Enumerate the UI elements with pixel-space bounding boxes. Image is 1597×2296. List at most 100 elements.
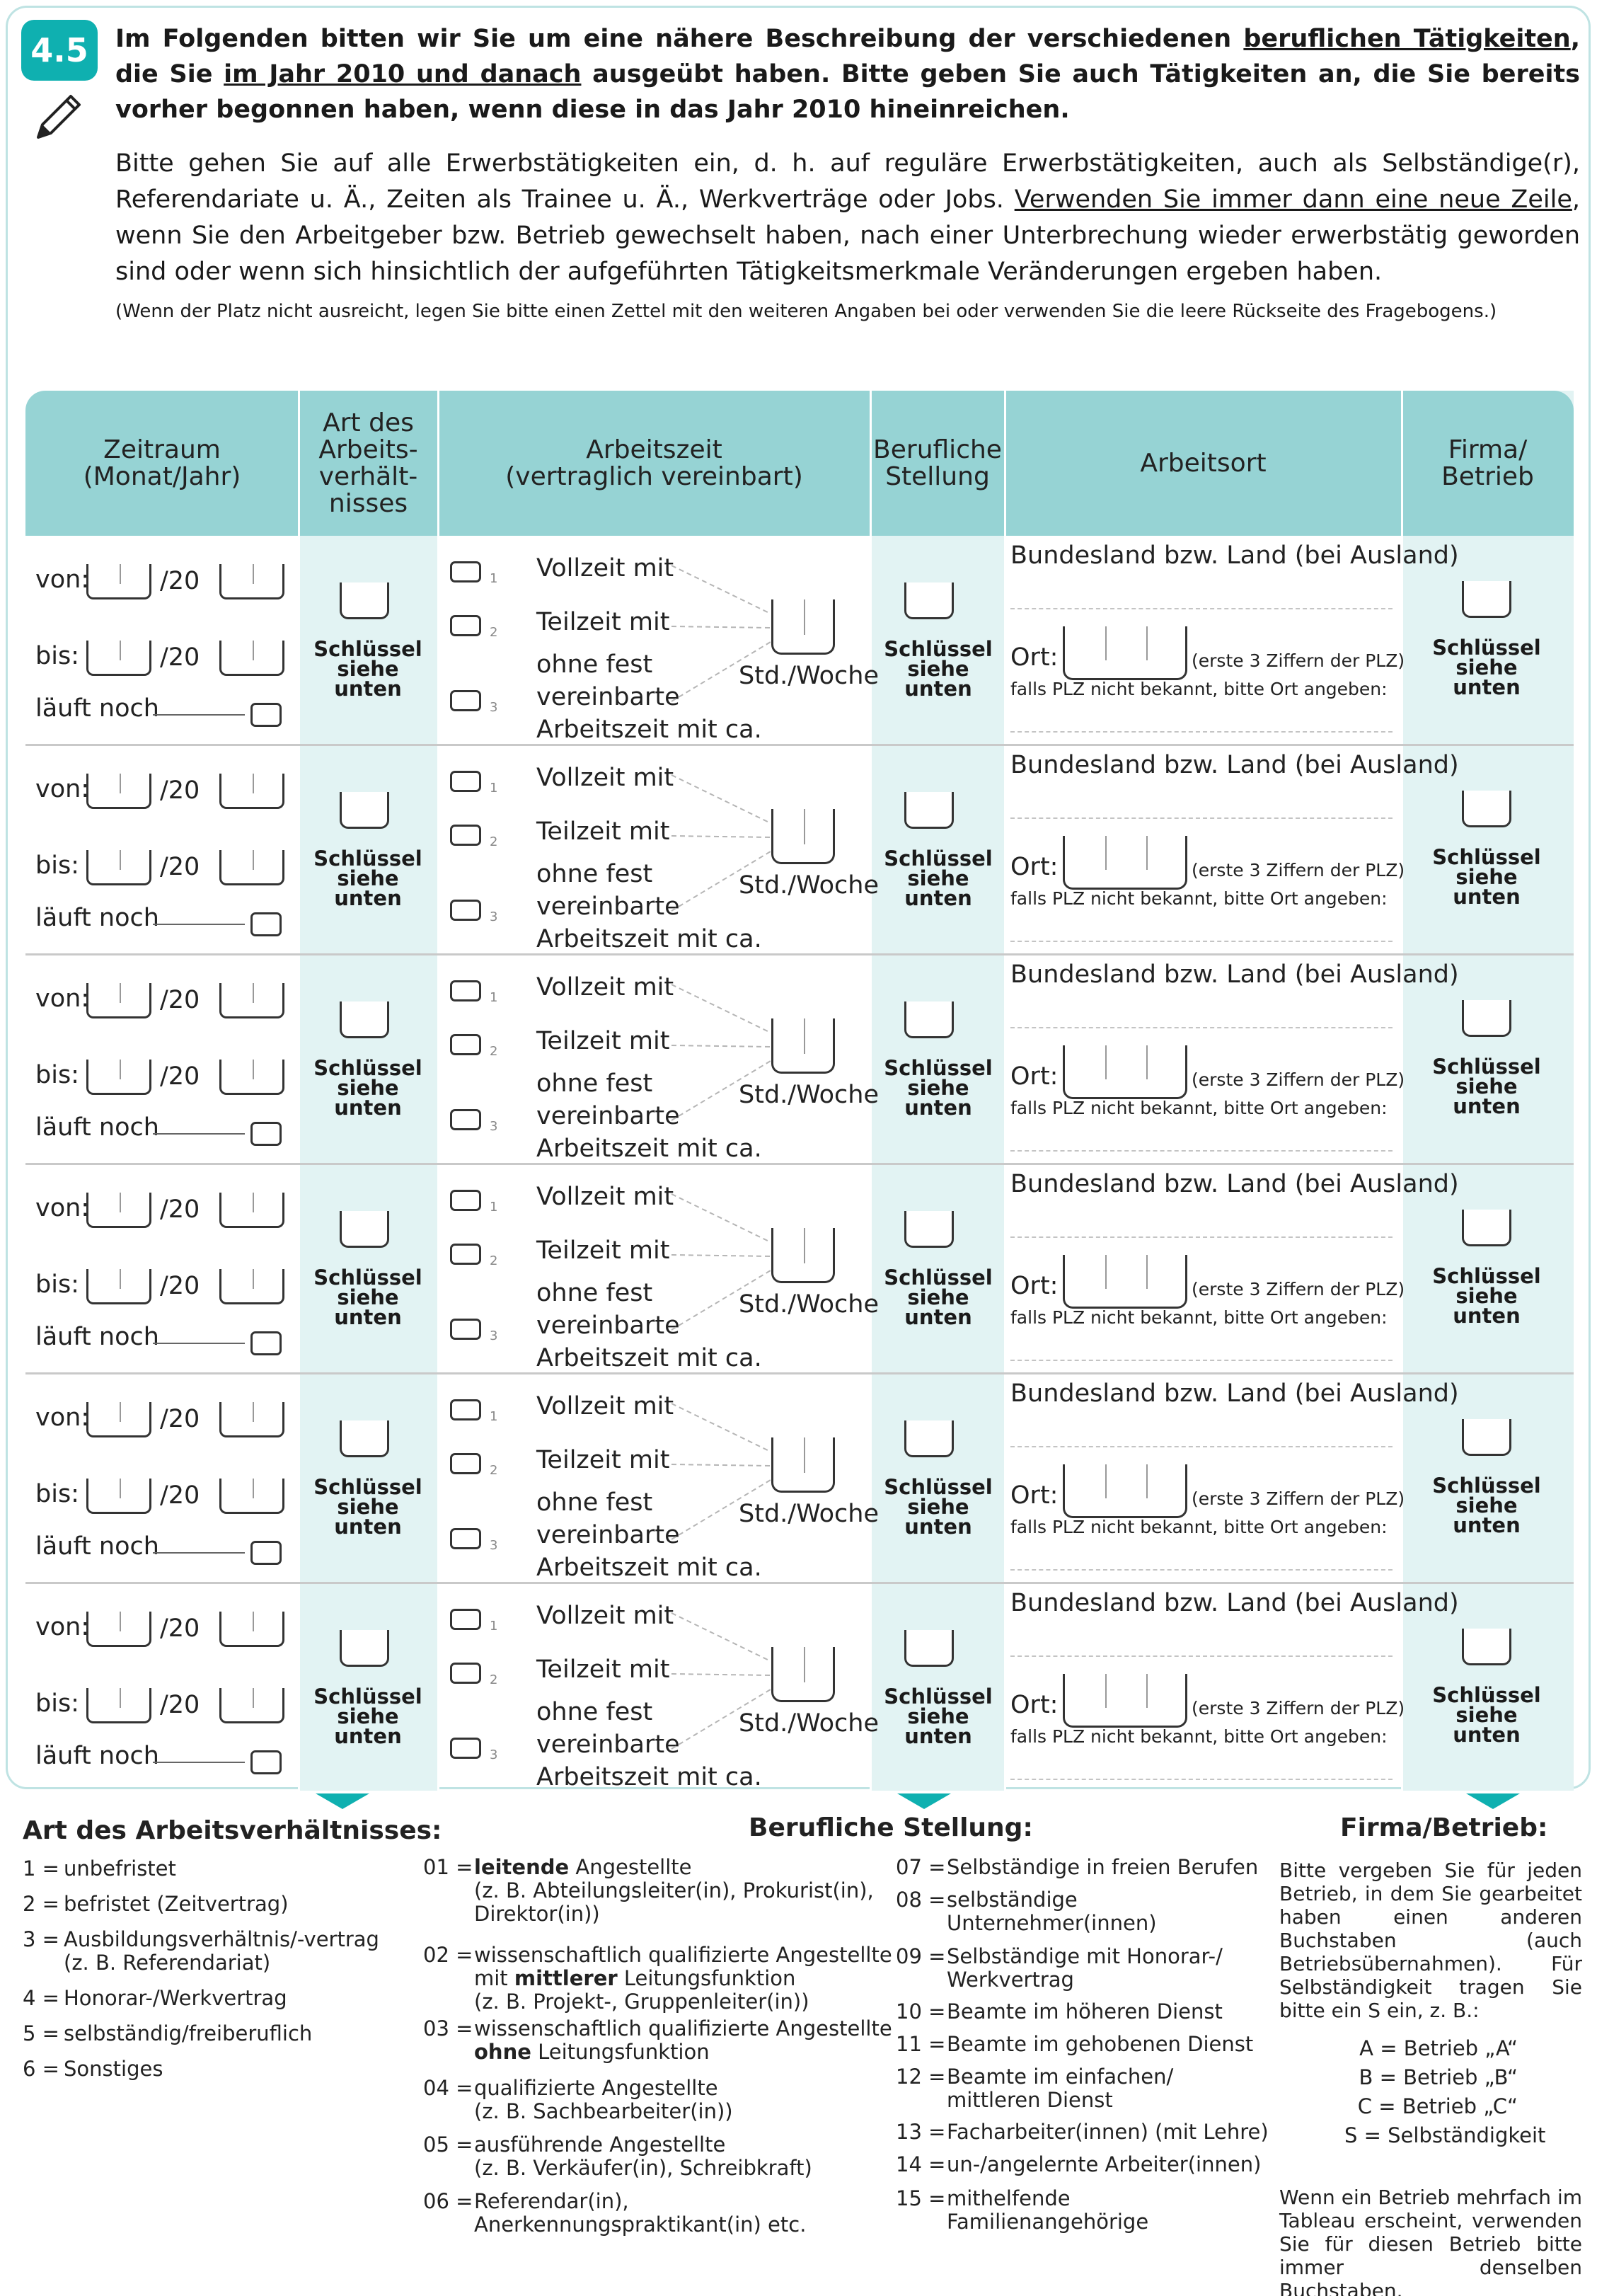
laeuft-noch-checkbox[interactable] xyxy=(250,912,282,936)
ort-input[interactable] xyxy=(1010,941,1393,942)
art-key-input[interactable] xyxy=(340,1420,389,1457)
legend-stellung-text: Referendar(in), Anerkennungspraktikant(i… xyxy=(474,2190,806,2237)
von-month-input[interactable] xyxy=(86,1193,151,1228)
question-number: 4.5 xyxy=(21,20,98,81)
firma-key-input[interactable] xyxy=(1462,1419,1511,1456)
von-month-input[interactable] xyxy=(86,774,151,809)
von-year-input[interactable] xyxy=(219,564,284,599)
laeuft-noch-checkbox[interactable] xyxy=(250,1750,282,1774)
bundesland-input[interactable] xyxy=(1010,1446,1393,1447)
bis-year-input[interactable] xyxy=(219,1688,284,1723)
teilzeit-checkbox[interactable] xyxy=(450,825,481,846)
vollzeit-checkbox[interactable] xyxy=(450,561,481,582)
hours-per-week-input[interactable] xyxy=(771,1228,835,1283)
vollzeit-checkbox[interactable] xyxy=(450,1190,481,1211)
bis-month-input[interactable] xyxy=(86,1269,151,1304)
bundesland-input[interactable] xyxy=(1010,608,1393,609)
bis-year-input[interactable] xyxy=(219,1060,284,1095)
ort-input[interactable] xyxy=(1010,1779,1393,1780)
stellung-key-input[interactable] xyxy=(904,1630,954,1667)
bis-year-input[interactable] xyxy=(219,850,284,885)
art-key-input[interactable] xyxy=(340,1001,389,1038)
ohne-fest-checkbox[interactable] xyxy=(450,690,481,711)
art-key-input[interactable] xyxy=(340,792,389,829)
ort-input[interactable] xyxy=(1010,731,1393,733)
bundesland-input[interactable] xyxy=(1010,1655,1393,1657)
laeuft-noch-checkbox[interactable] xyxy=(250,1122,282,1146)
vollzeit-checkbox[interactable] xyxy=(450,980,481,1001)
bis-month-input[interactable] xyxy=(86,641,151,676)
ohne-fest-checkbox[interactable] xyxy=(450,1109,481,1130)
bundesland-input[interactable] xyxy=(1010,1236,1393,1238)
stellung-key-input[interactable] xyxy=(904,1001,954,1038)
ort-input[interactable] xyxy=(1010,1150,1393,1152)
legend-stellung-text-part: wissenschaftlich qualifizierte Angestell… xyxy=(474,1943,892,1990)
teilzeit-checkbox[interactable] xyxy=(450,1453,481,1474)
option-code: 2 xyxy=(490,1253,498,1268)
bis-month-input[interactable] xyxy=(86,1479,151,1514)
hours-per-week-input[interactable] xyxy=(771,1018,835,1074)
von-year-input[interactable] xyxy=(219,1193,284,1228)
laeuft-noch-checkbox[interactable] xyxy=(250,1331,282,1355)
ohne-fest-checkbox[interactable] xyxy=(450,1528,481,1549)
plz-input[interactable] xyxy=(1063,836,1187,890)
art-key-input[interactable] xyxy=(340,1630,389,1667)
firma-key-input[interactable] xyxy=(1462,1210,1511,1246)
plz-input[interactable] xyxy=(1063,1255,1187,1309)
laeuft-noch-checkbox[interactable] xyxy=(250,1541,282,1565)
hours-per-week-input[interactable] xyxy=(771,1647,835,1702)
bis-month-input[interactable] xyxy=(86,1060,151,1095)
von-month-input[interactable] xyxy=(86,564,151,599)
teilzeit-checkbox[interactable] xyxy=(450,1034,481,1055)
bis-year-input[interactable] xyxy=(219,1479,284,1514)
bundesland-input[interactable] xyxy=(1010,817,1393,819)
bundesland-input[interactable] xyxy=(1010,1027,1393,1028)
von-month-input[interactable] xyxy=(86,1612,151,1647)
firma-key-input[interactable] xyxy=(1462,1000,1511,1037)
legend-stellung-num: 07 = xyxy=(896,1855,946,1879)
von-year-input[interactable] xyxy=(219,1612,284,1647)
von-year-input[interactable] xyxy=(219,774,284,809)
art-key-input[interactable] xyxy=(340,1211,389,1248)
von-month-input[interactable] xyxy=(86,983,151,1018)
teilzeit-checkbox[interactable] xyxy=(450,1244,481,1265)
plz-input[interactable] xyxy=(1063,626,1187,680)
legend-art-num: 2 = xyxy=(23,1892,59,1916)
legend-art-text: unbefristet xyxy=(64,1856,176,1881)
bis-month-input[interactable] xyxy=(86,1688,151,1723)
ohne-fest-checkbox[interactable] xyxy=(450,1738,481,1759)
laeuft-noch-checkbox[interactable] xyxy=(250,703,282,727)
vollzeit-checkbox[interactable] xyxy=(450,1399,481,1420)
von-month-input[interactable] xyxy=(86,1402,151,1437)
stellung-key-input[interactable] xyxy=(904,1211,954,1248)
art-key-input[interactable] xyxy=(340,582,389,619)
von-year-input[interactable] xyxy=(219,983,284,1018)
firma-key-input[interactable] xyxy=(1462,791,1511,827)
firma-key-input[interactable] xyxy=(1462,1629,1511,1665)
plz-input[interactable] xyxy=(1063,1674,1187,1728)
vollzeit-checkbox[interactable] xyxy=(450,1609,481,1630)
leader-line xyxy=(153,714,245,716)
ort-input[interactable] xyxy=(1010,1569,1393,1571)
teilzeit-checkbox[interactable] xyxy=(450,615,481,636)
hours-per-week-input[interactable] xyxy=(771,1437,835,1493)
firma-key-input[interactable] xyxy=(1462,581,1511,618)
bis-year-input[interactable] xyxy=(219,641,284,676)
hours-per-week-input[interactable] xyxy=(771,599,835,655)
plz-input[interactable] xyxy=(1063,1045,1187,1099)
von-year-input[interactable] xyxy=(219,1402,284,1437)
bis-year-input[interactable] xyxy=(219,1269,284,1304)
ort-input[interactable] xyxy=(1010,1360,1393,1361)
hours-per-week-input[interactable] xyxy=(771,809,835,864)
stellung-key-input[interactable] xyxy=(904,582,954,619)
ohne-fest-checkbox[interactable] xyxy=(450,900,481,921)
stellung-key-input[interactable] xyxy=(904,1420,954,1457)
connector-line xyxy=(671,851,771,912)
ohne-fest-checkbox[interactable] xyxy=(450,1319,481,1340)
bis-month-input[interactable] xyxy=(86,850,151,885)
vollzeit-checkbox[interactable] xyxy=(450,771,481,792)
stellung-key-input[interactable] xyxy=(904,792,954,829)
plz-input[interactable] xyxy=(1063,1464,1187,1518)
teilzeit-checkbox[interactable] xyxy=(450,1663,481,1684)
legend-stellung-num: 13 = xyxy=(896,2120,946,2144)
